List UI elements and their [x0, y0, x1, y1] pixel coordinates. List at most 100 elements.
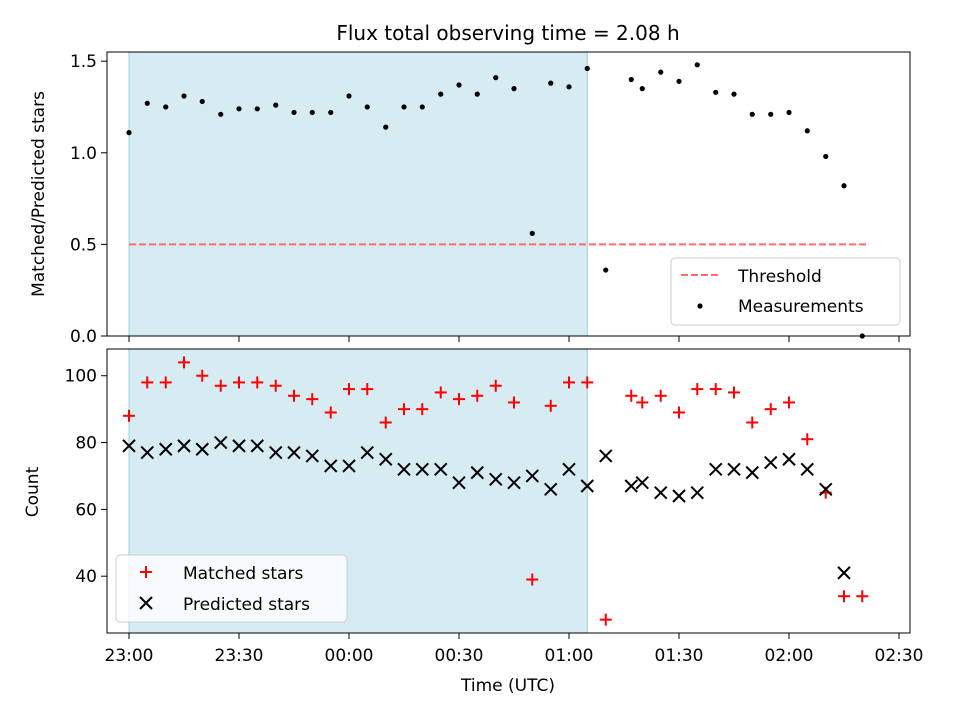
predicted-star-point	[214, 435, 228, 450]
matched-star-point	[508, 396, 520, 409]
x-tick-label: 00:00	[325, 646, 374, 666]
measurement-point	[126, 130, 132, 136]
predicted-star-point	[140, 445, 154, 460]
predicted-star-point	[195, 442, 209, 456]
measurement-point	[548, 80, 554, 86]
matched-star-point	[709, 383, 722, 396]
measurement-point	[676, 78, 682, 84]
x-tick-label: 23:30	[215, 646, 264, 666]
measurement-point	[823, 153, 829, 160]
predicted-star-point	[672, 489, 686, 503]
predicted-star-point	[379, 452, 393, 466]
predicted-star-point	[177, 439, 191, 453]
matched-star-point	[141, 376, 154, 389]
measurement-point	[456, 82, 462, 88]
predicted-star-point	[709, 462, 723, 476]
matched-star-point	[214, 379, 227, 392]
predicted-star-point	[324, 459, 338, 473]
predicted-star-point	[452, 475, 466, 490]
predicted-star-point	[159, 442, 173, 456]
bottom-y-tick-label: 60	[75, 500, 97, 520]
measurement-point	[328, 109, 334, 116]
predicted-star-point	[764, 455, 778, 470]
measurement-point	[199, 98, 205, 105]
measurement-point	[731, 91, 737, 97]
matched-star-point	[269, 379, 282, 392]
matched-star-point	[178, 356, 190, 369]
matched-star-point	[159, 376, 172, 389]
legend-measurements-label: Measurements	[738, 297, 864, 317]
measurement-point	[254, 106, 260, 112]
predicted-star-point	[745, 465, 759, 480]
matched-star-point	[563, 376, 575, 389]
matched-star-point	[453, 393, 465, 406]
legend-matched-swatch	[140, 566, 152, 578]
predicted-star-point	[122, 439, 136, 453]
predicted-star-point	[837, 566, 851, 580]
predicted-star-point	[562, 462, 576, 476]
predicted-star-point	[470, 465, 484, 480]
matched-star-point	[544, 399, 557, 412]
matched-star-point	[783, 396, 795, 409]
x-tick-label: 00:30	[435, 646, 484, 666]
top-axes-frame	[106, 51, 911, 337]
matched-star-point	[801, 433, 814, 446]
legend-predicted-swatch	[139, 596, 153, 610]
measurement-point	[639, 86, 645, 92]
matched-star-point	[625, 389, 638, 402]
predicted-star-point	[287, 445, 301, 460]
matched-star-point	[654, 389, 667, 402]
measurement-point	[291, 109, 297, 116]
measurement-point	[474, 91, 480, 97]
predicted-star-point	[599, 449, 613, 463]
predicted-star-point	[690, 485, 704, 500]
measurement-point	[273, 102, 279, 108]
x-tick-label: 01:00	[545, 646, 594, 666]
measurement-point	[628, 76, 634, 83]
matched-star-point	[398, 403, 410, 416]
x-axis-label: Time (UTC)	[460, 676, 555, 696]
predicted-star-point	[507, 475, 521, 490]
measurement-point	[419, 104, 425, 110]
matched-star-point	[728, 386, 740, 399]
predicted-star-point	[397, 462, 411, 476]
legend-measurements-swatch	[697, 303, 703, 309]
top-y-tick-label: 1.5	[70, 52, 97, 72]
measurement-point	[529, 230, 535, 236]
star-count-panel: 40 60 80 100 23:00 23:30 00:00 00:30 01:00 01:30 0…	[23, 348, 924, 696]
matched-star-point	[764, 403, 777, 416]
matched-star-point	[306, 393, 319, 406]
matched-star-point	[636, 396, 649, 409]
matched-star-point	[196, 369, 209, 382]
legend-predicted-label: Predicted stars	[183, 595, 310, 615]
bottom-y-tick-label: 100	[65, 367, 97, 387]
measurement-point	[181, 93, 187, 99]
measurement-point	[346, 93, 352, 99]
top-y-tick-label: 0.0	[70, 327, 97, 347]
x-tick-label: 02:30	[875, 646, 924, 666]
predicted-star-point	[782, 452, 796, 466]
flux-ratio-panel: Flux total observing time = 2.08 h 0.0 0.…	[29, 21, 911, 347]
measurement-point	[383, 124, 389, 130]
matched-star-point	[526, 573, 539, 586]
measurement-point	[364, 104, 370, 110]
measurement-point	[804, 128, 810, 134]
predicted-star-point	[250, 439, 264, 453]
measurement-point	[438, 91, 444, 97]
predicted-star-point	[525, 469, 539, 483]
matched-star-point	[379, 416, 392, 429]
matched-star-point	[343, 383, 355, 396]
predicted-star-point	[489, 472, 503, 487]
measurement-point	[309, 109, 315, 116]
matched-star-point	[673, 406, 685, 419]
predicted-star-point	[305, 449, 319, 463]
top-y-tick-label: 0.5	[70, 235, 97, 255]
measurement-point	[144, 100, 150, 106]
measurement-point	[493, 75, 499, 81]
predicted-star-point	[580, 479, 594, 493]
predicted-star-point	[342, 459, 356, 473]
top-y-axis-label: Matched/Predicted stars	[29, 91, 49, 297]
matched-star-point	[691, 383, 704, 396]
matched-star-point	[489, 379, 502, 392]
